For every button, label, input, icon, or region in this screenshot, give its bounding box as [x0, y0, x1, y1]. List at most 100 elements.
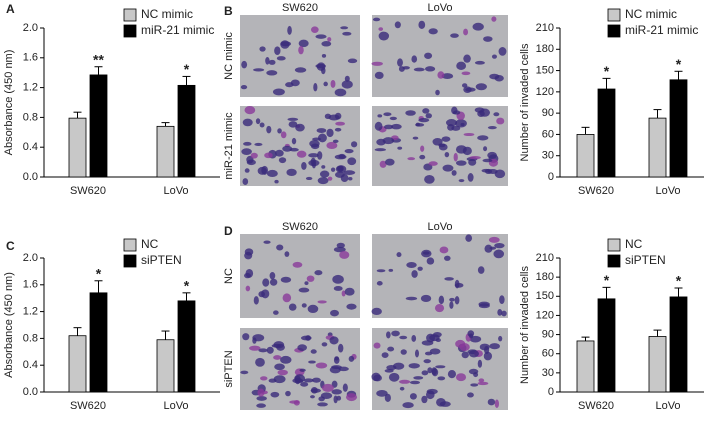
- cell: [286, 168, 297, 177]
- row-label: siPTEN: [223, 350, 235, 387]
- cell: [483, 36, 493, 42]
- x-tick-label: SW620: [70, 185, 106, 197]
- cell: [274, 46, 281, 56]
- y-tick-label: 2.0: [23, 22, 38, 34]
- cell: [342, 383, 348, 392]
- cell: [400, 349, 407, 355]
- cell: [487, 151, 497, 159]
- cell: [414, 349, 420, 358]
- cell: [276, 244, 284, 251]
- cell: [274, 179, 279, 184]
- cell: [487, 398, 496, 406]
- cell: [454, 279, 460, 289]
- cell: [317, 177, 329, 185]
- cell: [310, 157, 316, 167]
- cell: [242, 118, 253, 127]
- cell: [307, 304, 319, 314]
- cell: [493, 112, 500, 117]
- cell: [310, 349, 317, 354]
- cell: [327, 176, 333, 181]
- cell: [241, 60, 248, 69]
- cell: [473, 372, 479, 378]
- cell: [435, 338, 441, 343]
- cell: [371, 61, 383, 66]
- bar: [177, 300, 196, 393]
- cell: [242, 178, 249, 185]
- y-axis-label: Absorbance (450 nm): [3, 272, 15, 378]
- cell: [467, 173, 474, 182]
- y-tick-label: 30: [542, 367, 554, 379]
- cell: [470, 383, 479, 387]
- cell: [294, 67, 307, 73]
- cell: [461, 71, 471, 76]
- cell: [420, 145, 425, 152]
- panel-label: C: [6, 239, 15, 253]
- cell: [376, 281, 383, 286]
- cell: [397, 58, 403, 67]
- cell: [474, 107, 485, 113]
- cell: [310, 395, 315, 399]
- cell: [287, 117, 299, 121]
- cell: [265, 56, 270, 65]
- cell: [469, 156, 481, 160]
- cell: [345, 393, 358, 402]
- cell: [344, 149, 354, 154]
- cell: [409, 380, 421, 385]
- bar: [156, 339, 175, 393]
- y-axis-label: Number of invaded cells: [519, 43, 531, 162]
- y-tick-label: 1.6: [23, 279, 38, 291]
- cell: [427, 367, 433, 374]
- legend-label: siPTEN: [625, 253, 666, 267]
- cell: [258, 348, 268, 353]
- cell: [488, 236, 500, 243]
- cell: [280, 40, 290, 49]
- y-tick-label: 0.0: [23, 386, 38, 398]
- cell: [413, 67, 425, 72]
- cell: [449, 297, 455, 302]
- cell: [384, 393, 391, 402]
- cell: [421, 395, 428, 404]
- cell: [437, 376, 446, 381]
- cell: [334, 154, 347, 160]
- cell: [441, 136, 451, 142]
- bar: [68, 335, 87, 393]
- cell: [269, 272, 276, 280]
- row-label: NC: [223, 268, 235, 284]
- cell: [444, 152, 450, 158]
- cell: [463, 54, 471, 63]
- legend-label: siPTEN: [141, 253, 182, 267]
- cell: [425, 390, 435, 400]
- cell: [426, 257, 435, 265]
- cell: [499, 295, 505, 305]
- cell: [346, 303, 357, 310]
- cell: [321, 54, 327, 58]
- cell: [424, 174, 435, 184]
- cell: [249, 345, 261, 351]
- cell: [305, 176, 313, 181]
- cell: [386, 365, 397, 371]
- cell: [341, 290, 346, 297]
- cell: [333, 285, 343, 291]
- cell: [314, 270, 323, 276]
- y-tick-label: 210: [536, 252, 554, 264]
- cell: [438, 143, 448, 151]
- cell: [412, 136, 419, 140]
- cell: [317, 133, 327, 143]
- cell: [295, 123, 305, 132]
- bar: [89, 292, 108, 393]
- cell: [255, 357, 265, 367]
- legend-label: NC: [141, 237, 159, 251]
- cell: [310, 388, 321, 393]
- cell: [254, 142, 263, 146]
- panel-label: A: [6, 2, 15, 16]
- cell: [421, 370, 429, 376]
- cell: [305, 335, 311, 341]
- cell: [408, 363, 420, 369]
- y-tick-label: 60: [542, 348, 554, 360]
- cell: [376, 390, 388, 397]
- x-tick-label: SW620: [578, 185, 614, 197]
- x-tick-label: LoVo: [163, 400, 188, 412]
- bar: [597, 88, 616, 178]
- significance-label: *: [676, 56, 682, 72]
- cell: [333, 246, 346, 253]
